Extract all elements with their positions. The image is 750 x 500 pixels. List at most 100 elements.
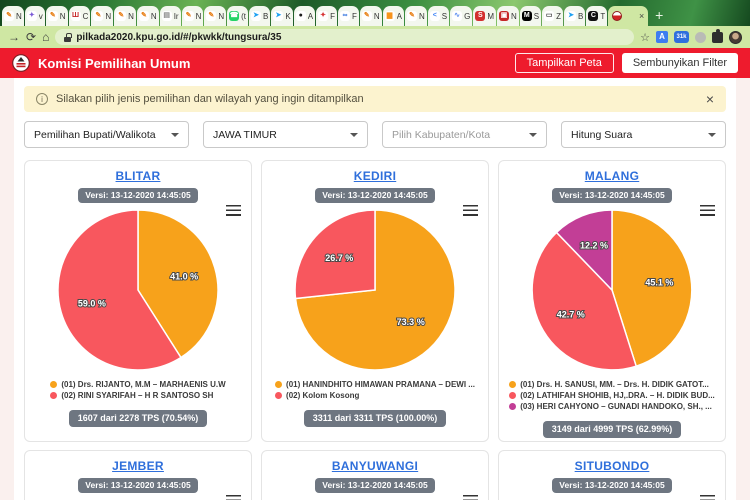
tab-favicon-icon: < bbox=[429, 11, 440, 21]
browser-tab[interactable]: ✎ N bbox=[114, 6, 136, 26]
pie-label: 41.0 % bbox=[170, 272, 198, 282]
tab-title: Ir bbox=[173, 11, 179, 21]
active-tab[interactable]: × bbox=[608, 6, 649, 26]
browser-tab[interactable]: ● A bbox=[293, 6, 316, 26]
pie-slice[interactable] bbox=[611, 209, 693, 368]
tab-favicon-icon: ☎ bbox=[229, 11, 240, 21]
region-link[interactable]: KEDIRI bbox=[353, 169, 397, 183]
pie-slice[interactable] bbox=[294, 209, 376, 300]
version-badge: Versi: 13-12-2020 14:45:05 bbox=[78, 478, 198, 493]
browser-tab[interactable]: ✎ N bbox=[136, 6, 159, 26]
browser-tab[interactable]: ➤ K bbox=[271, 6, 293, 26]
lock-icon bbox=[64, 32, 72, 42]
tab-favicon-icon: ➤ bbox=[566, 11, 577, 21]
browser-tab[interactable]: ✦ v bbox=[24, 6, 45, 26]
browser-tab[interactable]: ∞ F bbox=[337, 6, 359, 26]
extensions-puzzle-icon[interactable] bbox=[712, 28, 723, 43]
browser-tab[interactable]: ✎ N bbox=[181, 6, 204, 26]
tab-title: S bbox=[441, 11, 448, 21]
tab-title: S bbox=[533, 11, 540, 21]
home-icon[interactable]: ⌂ bbox=[42, 30, 50, 44]
browser-toolbar: → ⟳ ⌂ pilkada2020.kpu.go.id/#/pkwkk/tung… bbox=[0, 26, 750, 48]
browser-tab[interactable]: ✎ N bbox=[404, 6, 427, 26]
browser-tab[interactable]: ✎ N bbox=[91, 6, 114, 26]
version-badge: Versi: 13-12-2020 14:45:05 bbox=[78, 188, 198, 203]
legend-text: (02) LATHIFAH SHOHIB, HJ,.DRA. – H. DIDI… bbox=[520, 391, 715, 400]
tab-title: F bbox=[330, 11, 335, 21]
chart-menu-icon[interactable] bbox=[700, 495, 715, 500]
show-map-button[interactable]: Tampilkan Peta bbox=[514, 53, 614, 73]
pie-slice[interactable] bbox=[57, 209, 182, 371]
tab-title: v bbox=[38, 11, 43, 21]
filter-select-3[interactable]: Hitung Suara bbox=[561, 121, 726, 148]
chart-menu-icon[interactable] bbox=[700, 205, 715, 216]
legend-text: (02) Kolom Kosong bbox=[286, 391, 360, 400]
pie-chart: 45.1 % 42.7 % 12.2 % bbox=[531, 209, 693, 371]
bookmark-star-icon[interactable]: ☆ bbox=[640, 31, 650, 44]
browser-tab[interactable]: ✎ N bbox=[2, 6, 24, 26]
tab-title: Z bbox=[556, 11, 562, 21]
browser-tab[interactable]: ☎ (t bbox=[227, 6, 249, 26]
content-container: i Silakan pilih jenis pemilihan dan wila… bbox=[14, 78, 736, 500]
legend-text: (01) Drs. RIJANTO, M.M – MARHAENIS U.W bbox=[61, 380, 226, 389]
chevron-down-icon bbox=[171, 132, 179, 137]
browser-tab[interactable]: ✎ N bbox=[45, 6, 68, 26]
browser-tab[interactable]: ➤ B bbox=[249, 6, 271, 26]
tps-badge: 3311 dari 3311 TPS (100.00%) bbox=[303, 410, 447, 427]
tab-title: N bbox=[195, 11, 202, 21]
browser-tab[interactable]: ➤ B bbox=[564, 6, 586, 26]
chart-menu-icon[interactable] bbox=[226, 495, 241, 500]
region-link[interactable]: BLITAR bbox=[115, 169, 161, 183]
tab-close-icon[interactable]: × bbox=[638, 11, 645, 21]
hide-filter-button[interactable]: Sembunyikan Filter bbox=[621, 53, 738, 73]
browser-tab[interactable]: ✎ N bbox=[204, 6, 227, 26]
browser-tab[interactable]: ∿ G bbox=[450, 6, 473, 26]
region-link[interactable]: SITUBONDO bbox=[574, 459, 650, 473]
region-link[interactable]: MALANG bbox=[584, 169, 640, 183]
browser-tab[interactable]: ▤ Ir bbox=[159, 6, 181, 26]
kpu-logo-icon bbox=[12, 54, 30, 72]
tab-favicon-icon: ▤ bbox=[161, 11, 172, 21]
browser-tab[interactable]: ▆ A bbox=[382, 6, 404, 26]
filter-row: Pemilihan Bupati/Walikota JAWA TIMUR Pilih… bbox=[24, 121, 726, 148]
browser-tab[interactable]: ▣ N bbox=[497, 6, 519, 26]
chart-menu-icon[interactable] bbox=[226, 205, 241, 216]
forward-icon[interactable]: → bbox=[8, 30, 20, 44]
info-alert: i Silakan pilih jenis pemilihan dan wila… bbox=[24, 86, 726, 112]
browser-tab-strip: ✎ N ✦ v ✎ N Ш C ✎ N ✎ N ✎ N ▤ Ir ✎ N ✎ N ☎ (t ➤ B ➤ K ● A ✦ F ∞ F ✎ N ▆ A ✎ N… bbox=[0, 0, 750, 26]
filter-select-2[interactable]: Pilih Kabupaten/Kota bbox=[382, 121, 547, 148]
region-card: MALANG Versi: 13-12-2020 14:45:05 45.1 % 42… bbox=[498, 160, 726, 442]
tab-title: G bbox=[464, 11, 471, 21]
reload-icon[interactable]: ⟳ bbox=[26, 30, 37, 44]
tab-favicon-icon: ▭ bbox=[544, 11, 555, 21]
alert-close-icon[interactable]: × bbox=[705, 91, 714, 107]
page-title: Komisi Pemilihan Umum bbox=[38, 55, 191, 71]
extension-gray-icon[interactable] bbox=[695, 31, 706, 43]
region-link[interactable]: BANYUWANGI bbox=[331, 459, 419, 473]
filter-select-1[interactable]: JAWA TIMUR bbox=[203, 121, 368, 148]
new-tab-button[interactable]: + bbox=[655, 7, 664, 23]
browser-tab[interactable]: ✎ N bbox=[359, 6, 382, 26]
tps-badge: 3149 dari 4999 TPS (62.99%) bbox=[542, 421, 682, 438]
filter-select-0[interactable]: Pemilihan Bupati/Walikota bbox=[24, 121, 189, 148]
pie-slice[interactable] bbox=[531, 231, 638, 371]
pie-slice[interactable] bbox=[555, 209, 613, 292]
browser-tab[interactable]: < S bbox=[427, 6, 450, 26]
browser-tab[interactable]: ▭ Z bbox=[542, 6, 564, 26]
profile-avatar[interactable] bbox=[729, 30, 742, 44]
region-link[interactable]: JEMBER bbox=[112, 459, 164, 473]
chart-legend: (01) HANINDHITO HIMAWAN PRAMANA – DEWI .… bbox=[275, 379, 475, 401]
chart-menu-icon[interactable] bbox=[463, 205, 478, 216]
url-text[interactable]: pilkada2020.kpu.go.id/#/pkwkk/tungsura/3… bbox=[76, 31, 282, 43]
pie-label: 42.7 % bbox=[557, 310, 585, 320]
url-bar[interactable]: pilkada2020.kpu.go.id/#/pkwkk/tungsura/3… bbox=[55, 29, 635, 45]
adblock-extension-icon[interactable]: 31k bbox=[674, 31, 689, 43]
translate-extension-icon[interactable]: A bbox=[656, 31, 668, 43]
chart-legend: (01) Drs. H. SANUSI, MM. – Drs. H. DIDIK… bbox=[509, 379, 715, 412]
chart-menu-icon[interactable] bbox=[463, 495, 478, 500]
browser-tab[interactable]: ✦ F bbox=[316, 6, 337, 26]
